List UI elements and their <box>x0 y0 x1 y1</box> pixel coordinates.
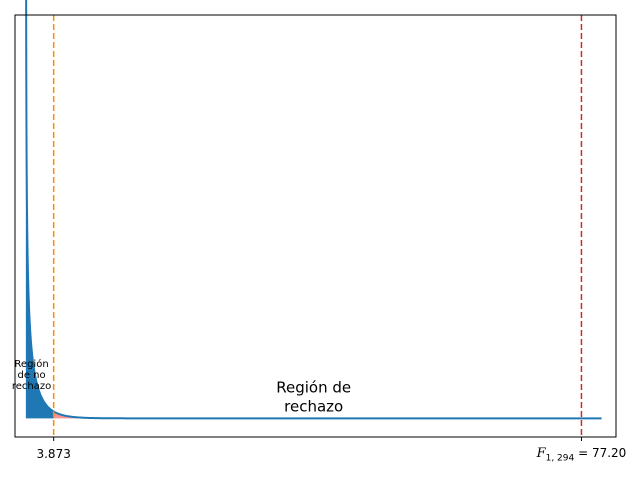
stat-symbol: F <box>536 446 546 461</box>
density-curve <box>25 0 602 420</box>
non-rejection-region-fill <box>25 0 54 419</box>
plot-area <box>25 0 602 437</box>
rejection-region-annotation: Región de rechazo <box>276 379 351 416</box>
test-statistic-label: F1, 294 = 77.20 <box>537 446 627 463</box>
axes-frame <box>14 14 617 438</box>
annotation-line: de no <box>17 370 45 381</box>
stat-subscript: 1, 294 <box>545 453 575 464</box>
annotations: Región de no rechazo Región de rechazo <box>12 358 351 416</box>
annotation-line: rechazo <box>284 398 343 416</box>
x-axis-ticks: 3.873 <box>36 437 582 461</box>
annotation-line: rechazo <box>12 381 51 392</box>
annotation-line: Región <box>14 358 48 370</box>
x-tick-label: 3.873 <box>36 447 70 461</box>
stat-value: = 77.20 <box>578 446 627 460</box>
non-rejection-region-annotation: Región de no rechazo <box>12 358 51 392</box>
annotation-line: Región de <box>276 379 351 397</box>
